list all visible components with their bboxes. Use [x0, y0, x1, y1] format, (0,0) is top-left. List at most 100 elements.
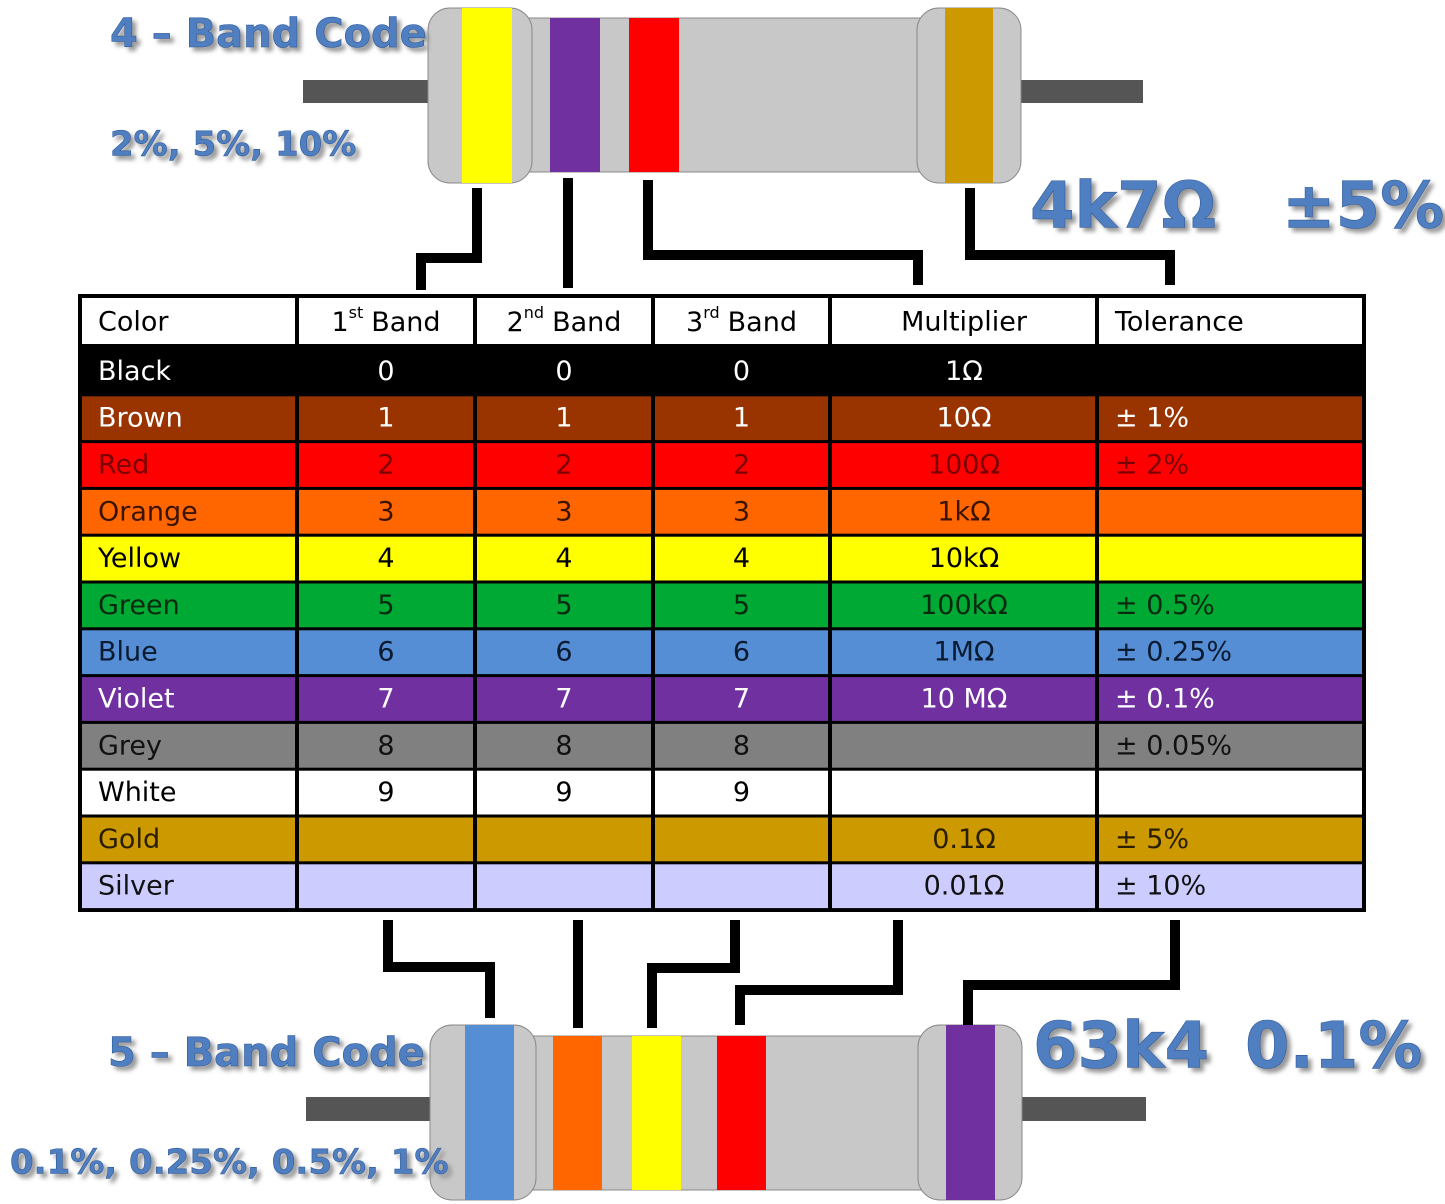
multiplier: 0.01Ω [924, 871, 1005, 902]
cell-bg [832, 536, 1095, 581]
cell-bg [82, 443, 295, 487]
band-digit: 0 [377, 356, 394, 387]
cell-bg [477, 817, 651, 862]
color-name: Yellow [97, 543, 181, 574]
tolerance: ± 1% [1115, 403, 1189, 434]
band-digit: 2 [733, 450, 750, 481]
color-table: Color 1st Band 2nd Band 3rd Band Multiplier Tole… [78, 294, 1366, 912]
cell-bg [299, 817, 473, 862]
cell-bg [299, 630, 473, 675]
cell-bg [477, 864, 651, 909]
band-digit: 4 [377, 543, 394, 574]
five-band-tolerances: 0.1%, 0.25%, 0.5%, 1% [10, 1143, 449, 1183]
tolerance: ± 0.05% [1115, 730, 1232, 761]
header-cell [477, 298, 651, 344]
band-suffix: rd [703, 303, 719, 322]
cell-bg [1099, 489, 1362, 534]
band-digit: 6 [377, 637, 394, 668]
band-digit: 7 [555, 684, 572, 715]
band-digit: 8 [377, 730, 394, 761]
table-row: Blue 6 6 6 1MΩ ± 0.25% [82, 630, 1362, 675]
table-row: Yellow 4 4 4 10kΩ [82, 536, 1362, 581]
tolerance: ± 0.25% [1115, 637, 1232, 668]
header-cell [1099, 298, 1362, 344]
band-digit: 3 [733, 496, 750, 527]
band-number: 2 [507, 307, 524, 338]
cell-bg [832, 630, 1095, 675]
table-row: Red 2 2 2 100Ω ± 2% [82, 443, 1362, 487]
cell-bg [655, 349, 828, 394]
cell-bg [1099, 536, 1362, 581]
band-digit: 9 [733, 777, 750, 808]
cell-bg [1099, 443, 1362, 487]
cell-bg [82, 817, 295, 862]
band-digit: 7 [377, 684, 394, 715]
cell-bg [1099, 396, 1362, 441]
four-band-title: 4 – Band Code [110, 11, 427, 57]
cell-bg [82, 630, 295, 675]
multiplier: 10Ω [937, 403, 992, 434]
band-digit: 3 [555, 496, 572, 527]
cell-bg [1099, 864, 1362, 909]
band-digit: 0 [555, 356, 572, 387]
header-multiplier: Multiplier [901, 307, 1028, 338]
header-cell [299, 298, 473, 344]
cell-bg [655, 723, 828, 768]
band-number: 1 [331, 307, 348, 338]
cell-bg [655, 443, 828, 487]
cell-bg [82, 536, 295, 581]
tolerance: ± 2% [1115, 450, 1189, 481]
header-band: 3rd Band [686, 303, 797, 338]
band-digit: 6 [555, 637, 572, 668]
header-cell [832, 298, 1095, 344]
table-row: White 9 9 9 [82, 770, 1362, 815]
cell-bg [832, 489, 1095, 534]
cell-bg [477, 770, 651, 815]
band-digit: 3 [377, 496, 394, 527]
color-name: Silver [98, 871, 175, 902]
table-row: Brown 1 1 1 10Ω ± 1% [82, 396, 1362, 441]
cell-bg [832, 443, 1095, 487]
band-digit: 9 [555, 777, 572, 808]
color-name: Brown [98, 403, 183, 434]
cell-bg [1099, 723, 1362, 768]
color-name: Gold [98, 824, 160, 855]
cell-bg [832, 396, 1095, 441]
cell-bg [655, 583, 828, 628]
color-name: Blue [98, 637, 158, 668]
table-row: Green 5 5 5 100kΩ ± 0.5% [82, 583, 1362, 628]
band-digit: 8 [733, 730, 750, 761]
band-digit: 1 [377, 403, 394, 434]
cell-bg [477, 489, 651, 534]
color-name: Violet [98, 684, 175, 715]
band-digit: 6 [733, 637, 750, 668]
band-digit: 2 [377, 450, 394, 481]
cell-bg [655, 630, 828, 675]
cell-bg [82, 583, 295, 628]
top-resistor [303, 7, 1175, 290]
cell-bg [477, 630, 651, 675]
table-row: Orange 3 3 3 1kΩ [82, 489, 1362, 534]
multiplier: 0.1Ω [932, 824, 996, 855]
cell-bg [82, 489, 295, 534]
band-suffix: st [349, 303, 364, 322]
cell-bg [299, 583, 473, 628]
cell-bg [299, 677, 473, 721]
header-color: Color [98, 307, 169, 338]
band-digit: 4 [733, 543, 750, 574]
header-band: 1st Band [331, 303, 440, 338]
band-digit: 5 [555, 590, 572, 621]
cell-bg [1099, 583, 1362, 628]
band-digit: 5 [377, 590, 394, 621]
band-digit: 4 [555, 543, 572, 574]
cell-bg [82, 864, 295, 909]
cell-bg [655, 770, 828, 815]
cell-bg [82, 723, 295, 768]
cell-bg [655, 489, 828, 534]
cell-bg [299, 864, 473, 909]
band-digit: 8 [555, 730, 572, 761]
five-band-example-tolerance: 0.1% [1245, 1010, 1423, 1084]
tolerance: ± 5% [1115, 824, 1189, 855]
cell-bg [299, 489, 473, 534]
table-row: Silver 0.01Ω ± 10% [82, 864, 1362, 909]
